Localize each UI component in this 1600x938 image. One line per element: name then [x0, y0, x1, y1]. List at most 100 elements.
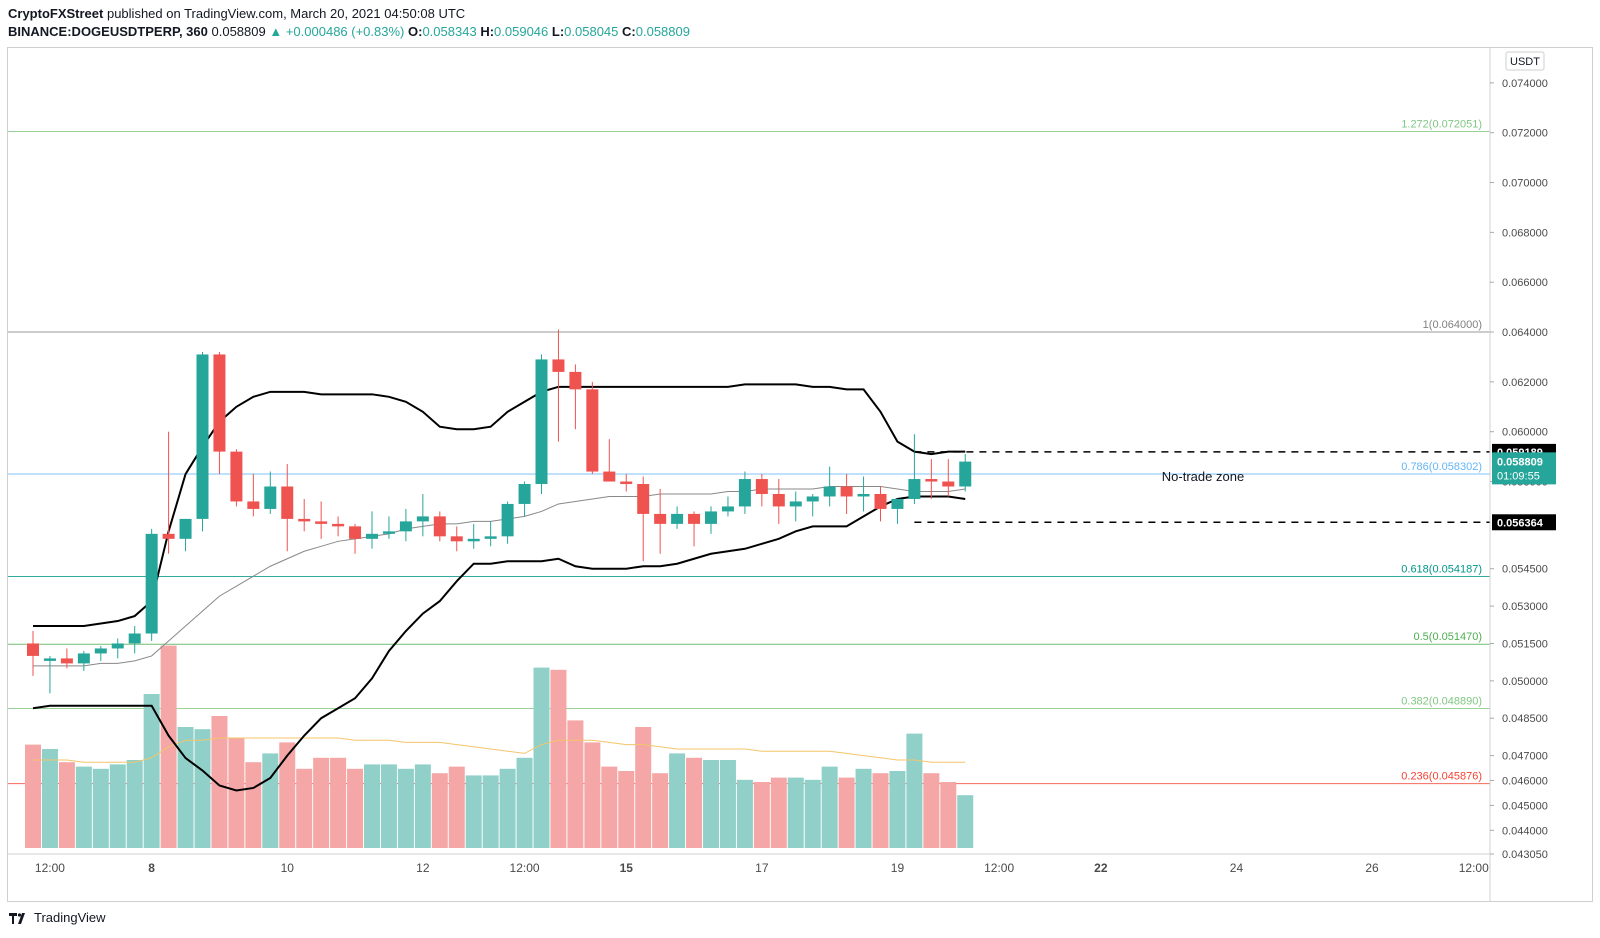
volume-bar: [669, 753, 686, 848]
candle-body: [891, 498, 904, 509]
candle-body: [281, 486, 294, 519]
time-tick-label: 22: [1094, 861, 1108, 875]
candle-body: [552, 359, 565, 372]
candle-body: [382, 531, 395, 534]
candle-body: [789, 501, 802, 507]
time-tick-label: 17: [755, 861, 769, 875]
tradingview-logo-icon[interactable]: [8, 911, 28, 925]
volume-bar: [804, 779, 821, 848]
candle-body: [366, 533, 378, 539]
volume-bar: [380, 764, 397, 848]
candle-body: [721, 506, 734, 512]
volume-bar: [635, 727, 652, 848]
volume-bar: [567, 720, 584, 848]
volume-bar: [414, 764, 431, 848]
volume-bar: [686, 757, 703, 848]
volume-bar: [330, 757, 347, 848]
candle-body: [637, 484, 650, 514]
lower-zone-price-box: [1492, 514, 1556, 531]
fib-level-label: 0.236(0.045876): [1401, 771, 1482, 783]
footer-brand[interactable]: TradingView: [34, 910, 106, 925]
candle-body: [128, 633, 141, 644]
candle-body: [654, 513, 667, 524]
candle-body: [535, 359, 548, 485]
volume-bar: [109, 764, 126, 848]
volume-bar: [364, 764, 380, 848]
volume-ma-line: [33, 737, 966, 763]
candle-body: [162, 533, 175, 539]
volume-bar: [957, 795, 974, 848]
volume-bar: [279, 742, 296, 848]
footer: TradingView: [8, 910, 106, 925]
volume-bar: [296, 768, 313, 848]
volume-bar: [143, 694, 160, 848]
volume-bar: [228, 738, 245, 848]
volume-bar: [177, 727, 194, 848]
volume-bar: [211, 716, 228, 848]
volume-bar: [838, 777, 855, 848]
volume-bar: [262, 753, 279, 848]
time-tick-label: 26: [1365, 861, 1379, 875]
volume-bar: [787, 777, 804, 848]
volume-bar: [313, 757, 330, 848]
fib-level-label: 0.382(0.048890): [1401, 695, 1482, 707]
candle-body: [399, 521, 412, 532]
volume-bar: [448, 766, 465, 848]
candle-body: [942, 481, 955, 487]
low-value: 0.058045: [564, 24, 619, 39]
volume-bar: [92, 768, 109, 848]
candle-body: [94, 648, 107, 654]
candle-body: [857, 493, 870, 497]
price-tick-label: 0.047000: [1502, 751, 1548, 763]
time-tick-label: 12:00: [510, 861, 540, 875]
volume-bar: [855, 768, 872, 848]
price-tick-label: 0.074000: [1502, 78, 1548, 90]
candle-body: [247, 501, 260, 509]
volume-bar: [533, 667, 550, 848]
candle-body: [77, 653, 90, 664]
time-tick-label: 12: [416, 861, 430, 875]
price-tick-label: 0.064000: [1502, 327, 1548, 339]
countdown-label: 01:09:55: [1497, 470, 1540, 482]
publish-info: published on TradingView.com, March 20, …: [103, 6, 466, 21]
time-axis: 12:00 8 10 12 12:00 15 17 19 12:00 22 24 26 12:00: [8, 853, 1490, 875]
no-trade-zone: No-trade zone: [914, 451, 1490, 524]
volume-bars: [25, 645, 974, 848]
volume-bar: [652, 773, 669, 848]
candle-body: [179, 518, 192, 539]
candle-body: [145, 533, 158, 634]
volume-bar: [347, 768, 364, 848]
candle-body: [671, 513, 684, 524]
currency-badge: [1505, 51, 1545, 71]
bollinger-basis-line: [33, 486, 966, 667]
chart-header: CryptoFXStreet published on TradingView.…: [8, 5, 690, 41]
candle-body: [349, 526, 362, 539]
candle-body: [196, 354, 209, 519]
price-tick-label: 0.044000: [1502, 825, 1548, 837]
candle-body: [603, 471, 616, 482]
price-tick-label: 0.066000: [1502, 277, 1548, 289]
price-chart[interactable]: 1.272(0.072051) 1(0.064000) 0.786(0.058302…: [8, 48, 1592, 901]
volume-bar: [719, 760, 736, 848]
candle-body: [315, 521, 328, 524]
open-label: O:: [408, 24, 423, 39]
volume-bar: [736, 779, 753, 848]
volume-bar: [770, 777, 787, 848]
price-axis: 0.074000 0.072000 0.070000 0.068000 0.066000…: [1489, 48, 1556, 901]
price-tick-label: 0.046000: [1502, 776, 1548, 788]
volume-bar: [397, 768, 414, 848]
high-label: H:: [480, 24, 495, 39]
symbol-label: BINANCE:DOGEUSDTPERP, 360: [8, 24, 208, 39]
chart-frame[interactable]: 1.272(0.072051) 1(0.064000) 0.786(0.058302…: [7, 47, 1593, 902]
time-tick-label: 19: [891, 861, 905, 875]
price-tick-label: 0.068000: [1502, 227, 1548, 239]
author-name[interactable]: CryptoFXStreet: [8, 6, 104, 21]
candle-body: [332, 523, 345, 527]
currency-label: USDT: [1510, 56, 1540, 68]
volume-bar: [465, 775, 482, 848]
candle-body: [874, 493, 887, 509]
candle-body: [264, 486, 277, 509]
volume-bar: [41, 749, 58, 848]
candle-body: [27, 643, 39, 656]
volume-bar: [194, 729, 211, 848]
